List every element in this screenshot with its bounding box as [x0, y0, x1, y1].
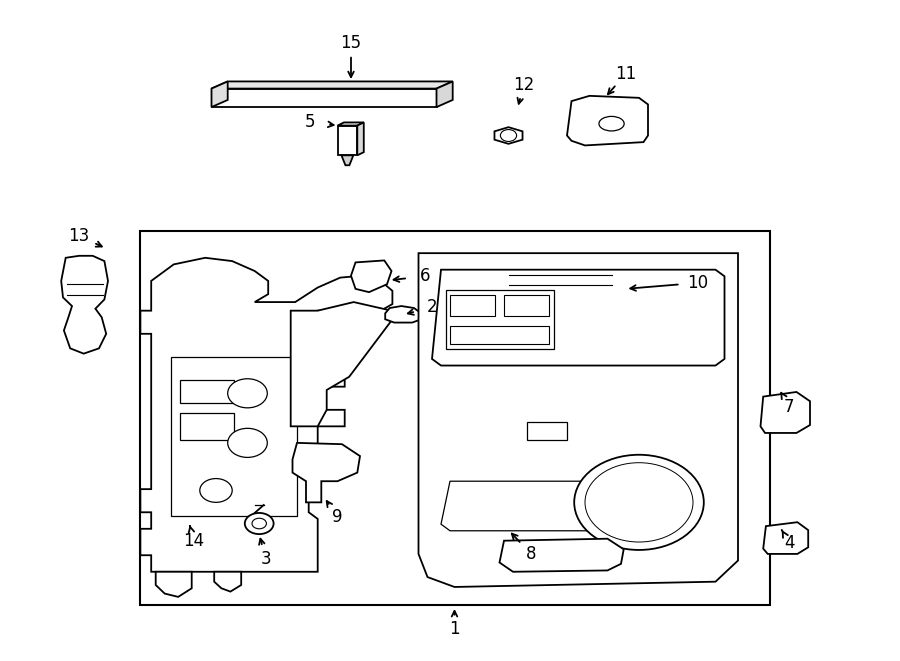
Circle shape [574, 455, 704, 550]
Polygon shape [291, 302, 392, 426]
Polygon shape [441, 481, 598, 531]
Polygon shape [61, 256, 108, 354]
Text: 10: 10 [687, 274, 708, 292]
Polygon shape [432, 270, 724, 366]
Polygon shape [760, 392, 810, 433]
Circle shape [228, 379, 267, 408]
Text: 9: 9 [332, 508, 343, 526]
Polygon shape [338, 122, 364, 126]
Polygon shape [351, 260, 392, 292]
Circle shape [585, 463, 693, 542]
Circle shape [228, 428, 267, 457]
Bar [140, 231, 770, 605]
Text: 8: 8 [526, 545, 536, 563]
Bar [526, 422, 567, 440]
Circle shape [500, 130, 517, 141]
Polygon shape [341, 155, 354, 165]
Polygon shape [567, 96, 648, 145]
Polygon shape [436, 81, 453, 107]
Polygon shape [212, 81, 453, 89]
Text: 7: 7 [784, 397, 795, 416]
Polygon shape [214, 572, 241, 592]
Circle shape [245, 513, 274, 534]
Bar [450, 295, 495, 316]
Polygon shape [292, 443, 360, 502]
Polygon shape [140, 258, 392, 572]
Bar [171, 357, 297, 516]
Polygon shape [385, 306, 421, 323]
Bar [450, 326, 549, 344]
Text: 13: 13 [68, 227, 90, 245]
Ellipse shape [598, 116, 625, 131]
Polygon shape [763, 522, 808, 554]
Text: 12: 12 [513, 75, 535, 94]
Polygon shape [418, 253, 738, 587]
Text: 11: 11 [615, 65, 636, 83]
Bar [446, 290, 554, 349]
Bar [180, 413, 234, 440]
Polygon shape [156, 572, 192, 597]
Text: 6: 6 [419, 267, 430, 286]
Circle shape [200, 479, 232, 502]
Text: 15: 15 [340, 34, 362, 52]
Polygon shape [500, 262, 624, 303]
Polygon shape [357, 122, 364, 155]
Text: 4: 4 [784, 534, 795, 553]
Bar [504, 295, 549, 316]
Polygon shape [494, 127, 523, 144]
Text: 14: 14 [183, 531, 204, 550]
Polygon shape [212, 89, 436, 107]
Polygon shape [212, 81, 228, 107]
Text: 5: 5 [305, 113, 316, 132]
Text: 3: 3 [260, 549, 271, 568]
Text: 1: 1 [449, 620, 460, 639]
Circle shape [252, 518, 266, 529]
Polygon shape [500, 539, 624, 572]
Bar [338, 126, 357, 155]
Bar [180, 380, 234, 403]
Text: 2: 2 [427, 298, 437, 317]
